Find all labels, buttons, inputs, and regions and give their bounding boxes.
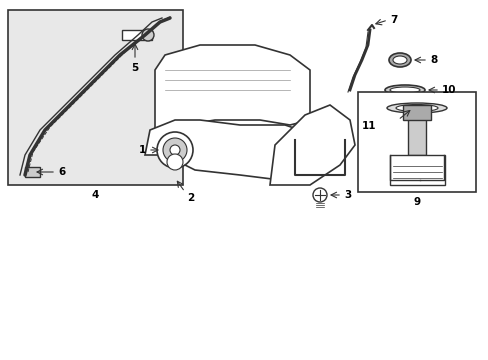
Ellipse shape <box>384 85 424 95</box>
Bar <box>122 30 152 40</box>
Text: 3: 3 <box>343 190 350 200</box>
Text: 11: 11 <box>361 121 376 131</box>
Ellipse shape <box>395 104 437 112</box>
Text: 10: 10 <box>441 85 456 95</box>
Circle shape <box>167 154 183 170</box>
Text: 6: 6 <box>58 167 65 177</box>
Bar <box>407 110 425 155</box>
Polygon shape <box>269 105 354 185</box>
Text: 1: 1 <box>139 145 146 155</box>
Text: 7: 7 <box>389 15 397 25</box>
Ellipse shape <box>389 87 419 93</box>
Ellipse shape <box>386 103 446 113</box>
FancyBboxPatch shape <box>8 10 183 185</box>
Text: 5: 5 <box>131 63 138 73</box>
Polygon shape <box>155 45 309 130</box>
Bar <box>402 105 430 120</box>
Bar <box>25 167 40 177</box>
FancyBboxPatch shape <box>357 92 475 192</box>
Circle shape <box>170 145 180 155</box>
Text: 9: 9 <box>412 197 420 207</box>
Ellipse shape <box>392 56 406 64</box>
Text: 2: 2 <box>186 193 194 203</box>
Circle shape <box>157 132 193 168</box>
Text: 8: 8 <box>429 55 436 65</box>
Bar <box>389 155 444 185</box>
Ellipse shape <box>142 29 154 41</box>
Ellipse shape <box>388 53 410 67</box>
Text: 4: 4 <box>91 190 99 200</box>
Circle shape <box>312 188 326 202</box>
Polygon shape <box>145 120 319 180</box>
Circle shape <box>163 138 186 162</box>
